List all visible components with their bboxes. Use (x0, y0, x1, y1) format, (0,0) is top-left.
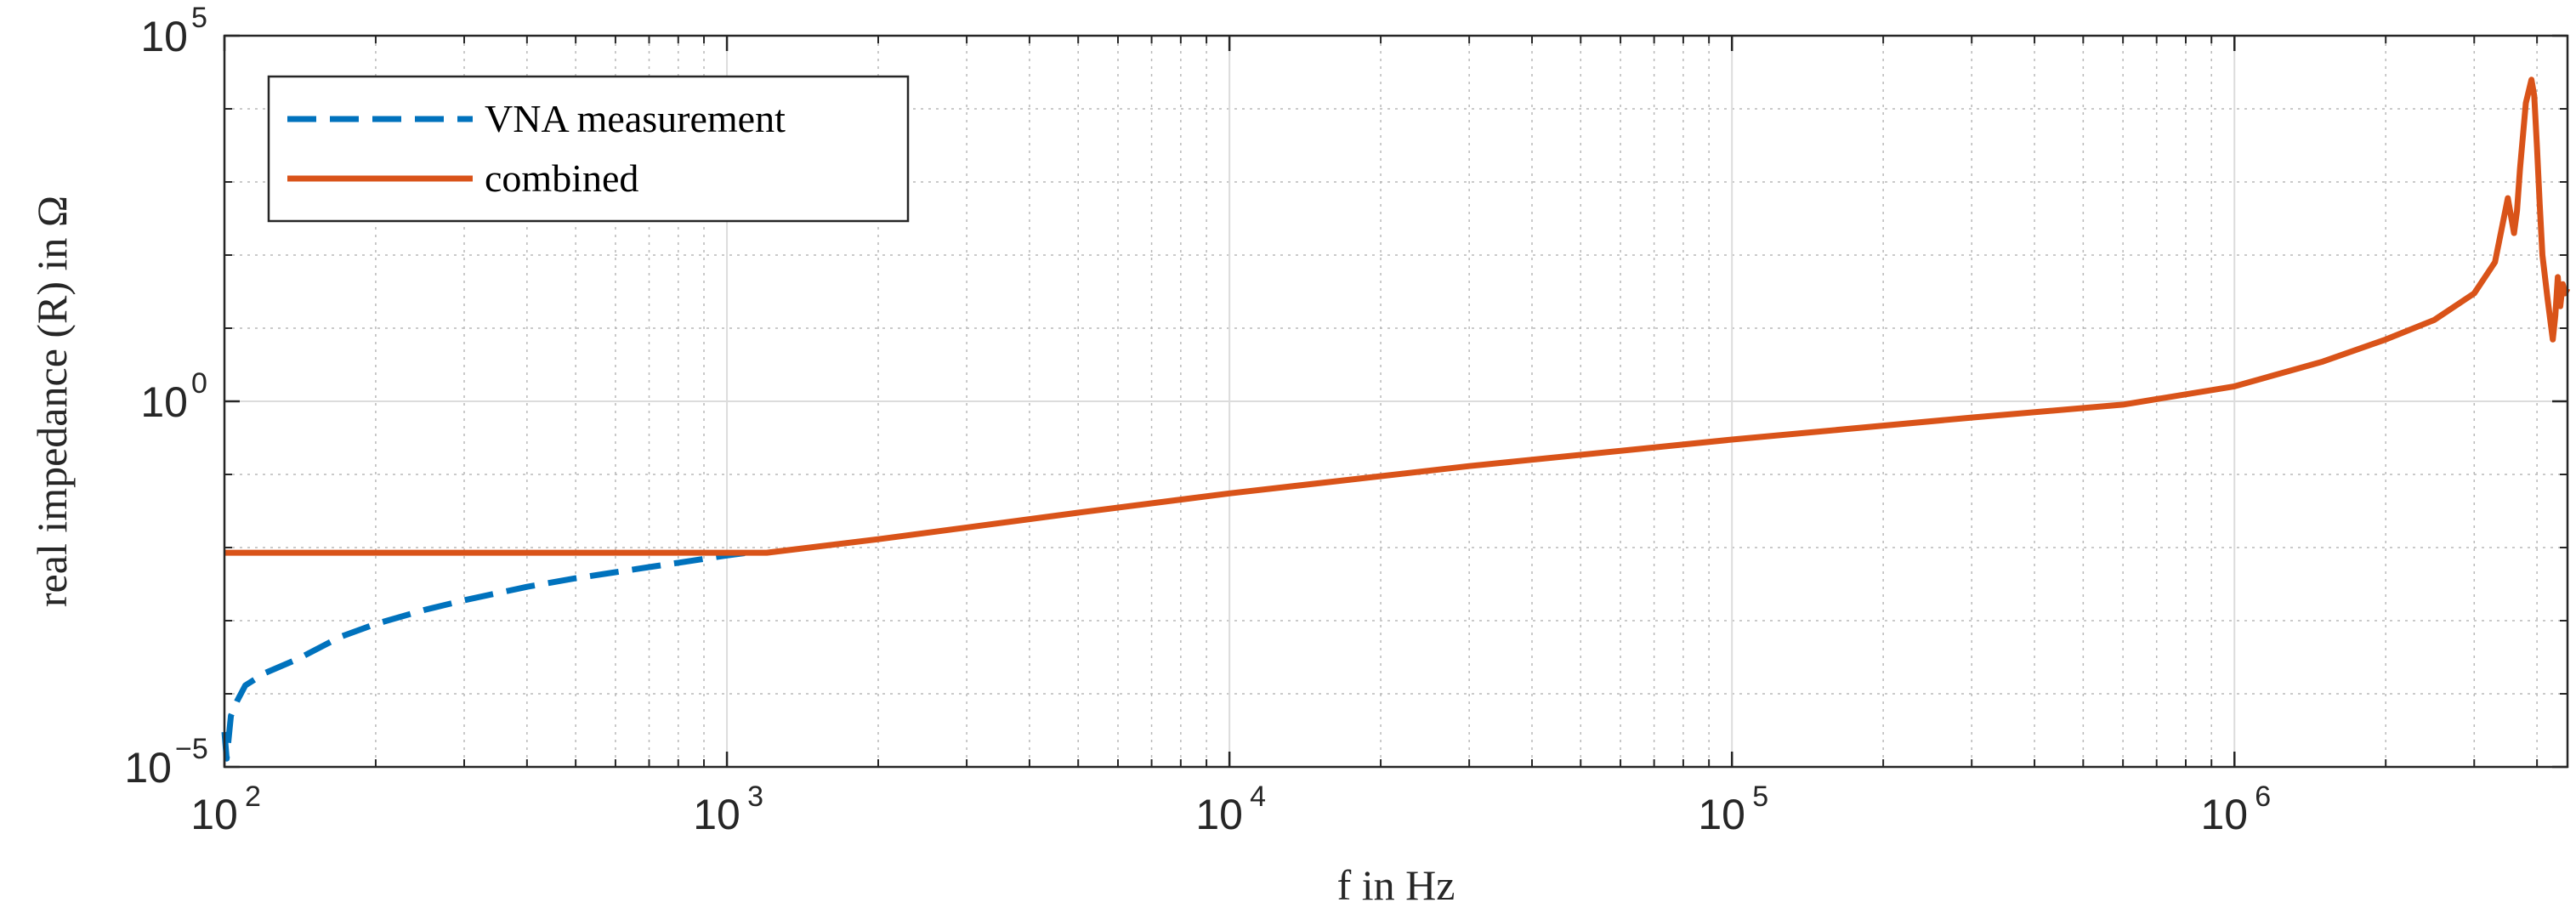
x-tick-label-exponent: 6 (2255, 781, 2271, 813)
legend-box (267, 75, 910, 223)
y-tick-label: 10 (140, 13, 188, 60)
legend-label-vna-measurement: VNA measurement (485, 97, 786, 140)
x-tick-label: 10 (693, 791, 740, 838)
x-tick-label-exponent: 2 (245, 781, 261, 813)
x-tick-label: 10 (1698, 791, 1745, 838)
x-axis-label: f in Hz (1337, 861, 1455, 909)
series-line-vna-measurement (221, 549, 748, 762)
y-tick-label: 10 (140, 378, 188, 426)
y-axis-label: real impedance (R) in Ω (28, 196, 76, 607)
x-tick-label: 10 (190, 791, 238, 838)
y-tick-label-exponent: 0 (191, 367, 207, 400)
x-tick-label-exponent: 5 (1752, 781, 1768, 813)
x-tick-labels: 10 2 10 3 10 4 10 5 10 6 (190, 781, 2271, 838)
series-layer (221, 77, 2571, 762)
x-tick-label: 10 (1195, 791, 1243, 838)
legend-label-combined: combined (485, 156, 638, 200)
x-tick-label: 10 (2200, 791, 2248, 838)
y-tick-label: 10 (124, 744, 172, 792)
y-tick-label-exponent: −5 (175, 733, 208, 765)
axis-ticks (223, 34, 2567, 769)
x-tick-label-exponent: 4 (1250, 781, 1266, 813)
series-line-combined (224, 77, 2571, 556)
legend: VNA measurement combined (267, 75, 910, 223)
x-tick-label-exponent: 3 (747, 781, 763, 813)
y-tick-label-exponent: 5 (191, 2, 207, 34)
